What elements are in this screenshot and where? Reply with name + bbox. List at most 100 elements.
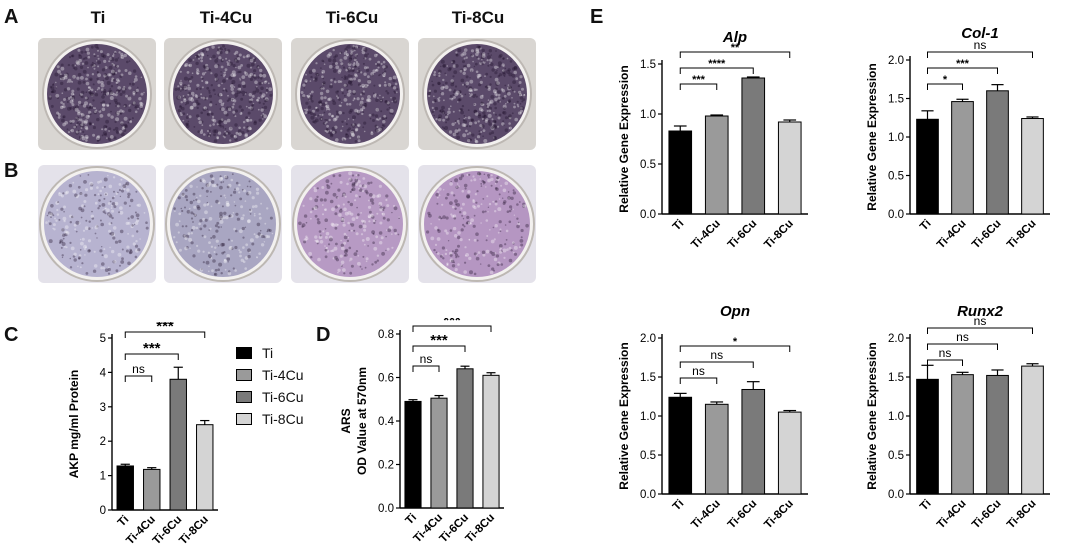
y-tick-label: 1.5 <box>640 59 656 71</box>
bracket-line <box>412 325 492 332</box>
significance-label: *** <box>143 340 161 357</box>
y-tick-label: 1.0 <box>640 411 656 423</box>
bar-ti-6cu <box>741 77 766 215</box>
y-axis-label: Relative Gene Expression <box>617 65 631 212</box>
bar-ti-6cu <box>986 90 1009 215</box>
significance-bracket: ns <box>927 346 963 366</box>
significance-bracket: ns <box>679 364 718 384</box>
significance-label: *** <box>443 318 461 329</box>
significance-bracket: ** <box>679 42 791 58</box>
significance-bracket: * <box>679 336 791 352</box>
x-tick-label-ti: Ti <box>116 514 132 530</box>
x-tick-label-ti-4cu: Ti-4Cu <box>935 218 969 250</box>
chart-alp: Alp 0.0 0.5 1.0 1.5 Relative Gene Expression T… <box>617 29 808 250</box>
y-axis-label-2: ARS <box>339 408 353 433</box>
y-tick-label: 1.0 <box>888 132 904 144</box>
x-tick-label-ti-4cu: Ti-4Cu <box>689 498 723 532</box>
x-tick-label-ti-8cu: Ti-8Cu <box>1005 218 1039 250</box>
significance-label: ns <box>420 352 433 366</box>
y-tick-label: 0.2 <box>378 460 394 472</box>
x-tick-label-ti-4cu: Ti-4Cu <box>689 218 723 250</box>
chart-title: Runx2 <box>957 303 1004 320</box>
significance-label: *** <box>692 74 706 86</box>
significance-label: **** <box>708 58 726 70</box>
bracket-line <box>927 343 998 350</box>
x-tick-label-ti: Ti <box>918 498 934 514</box>
legend-label-ti-6cu: Ti-6Cu <box>262 389 304 405</box>
significance-bracket: *** <box>124 340 179 360</box>
plate-label-ti-8cu: Ti-8Cu <box>451 8 505 27</box>
y-tick-label: 4 <box>100 367 107 379</box>
panel-letter-a: A <box>4 6 19 28</box>
bar-ti-4cu <box>704 403 729 495</box>
legend-item-ti-6cu: Ti-6Cu <box>236 386 304 408</box>
y-tick-label: 2.0 <box>888 55 904 67</box>
y-tick-label: 1.5 <box>888 372 904 384</box>
significance-label: *** <box>156 322 174 335</box>
bracket-line <box>679 345 791 352</box>
legend-item-ti-4cu: Ti-4Cu <box>236 364 304 386</box>
bracket-line <box>927 51 1033 58</box>
bar-ti-4cu <box>704 115 729 215</box>
legend-swatch-ti-6cu <box>236 391 252 403</box>
y-axis-label: Relative Gene Expression <box>865 63 879 210</box>
bar-ti <box>916 378 939 495</box>
x-tick-label-ti-8cu: Ti-8Cu <box>177 514 211 548</box>
well-a-ti-8cu <box>418 38 536 150</box>
y-tick-label: 3 <box>100 402 106 414</box>
x-tick-label-ti-6cu: Ti-6Cu <box>970 218 1004 250</box>
significance-label: ns <box>956 330 969 344</box>
bracket-line <box>927 83 963 90</box>
legend-label-ti: Ti <box>262 345 274 361</box>
bar-ti <box>404 400 422 509</box>
bar-ti-8cu <box>1021 365 1044 495</box>
y-tick-label: 0 <box>100 505 106 517</box>
bar-ti-8cu <box>777 411 802 495</box>
significance-bracket: *** <box>124 322 206 338</box>
y-tick-label: 1.5 <box>640 372 656 384</box>
chart-title: Alp <box>722 29 747 46</box>
significance-label: ns <box>710 348 723 362</box>
significance-bracket: ns <box>927 330 998 350</box>
significance-label: ns <box>692 364 705 378</box>
bar-ti <box>668 396 693 495</box>
well-b-ti-8cu <box>418 165 536 283</box>
x-tick-label-ti-8cu: Ti-8Cu <box>1005 498 1039 532</box>
legend-swatch-ti <box>236 347 252 359</box>
y-tick-label: 0.4 <box>378 416 395 428</box>
bar-ti-6cu <box>169 378 187 511</box>
significance-label: * <box>943 74 948 86</box>
significance-bracket: *** <box>679 74 718 90</box>
bar-ti-4cu <box>143 468 161 511</box>
bar-ti-4cu <box>430 397 448 509</box>
well-a-ti-6cu <box>291 38 409 150</box>
bar-ti <box>668 130 693 215</box>
y-axis-label: Relative Gene Expression <box>617 342 631 489</box>
y-tick-label: 0.5 <box>640 450 656 462</box>
y-tick-label: 0.5 <box>888 450 904 462</box>
bar-ti-8cu <box>196 424 214 511</box>
panel-letter-b: B <box>4 160 19 182</box>
x-tick-label-ti: Ti <box>404 512 420 528</box>
y-tick-label: 2.0 <box>888 333 904 345</box>
y-tick-label: 0.0 <box>888 489 904 501</box>
legend-item-ti-8cu: Ti-8Cu <box>236 408 304 430</box>
chart-opn: Opn 0.0 0.5 1.0 1.5 2.0 Relative Gene Expressi… <box>617 303 808 532</box>
significance-bracket: *** <box>927 58 998 74</box>
significance-label: * <box>733 336 738 348</box>
significance-bracket: ns <box>927 38 1033 58</box>
legend-item-ti: Ti <box>236 342 304 364</box>
x-tick-label-ti-8cu: Ti-8Cu <box>762 498 796 532</box>
bracket-line <box>124 353 179 360</box>
well-b-ti-4cu <box>164 165 282 283</box>
bar-ti <box>916 118 939 215</box>
bracket-line <box>124 375 153 382</box>
bracket-line <box>412 345 466 352</box>
y-tick-label: 5 <box>100 333 106 345</box>
bar-ti-8cu <box>482 374 500 509</box>
x-tick-label-ti: Ti <box>918 218 934 234</box>
chart-col1: Col-1 0.0 0.5 1.0 1.5 2.0 Relative Gene Expres… <box>865 25 1050 250</box>
bracket-line <box>927 67 998 74</box>
